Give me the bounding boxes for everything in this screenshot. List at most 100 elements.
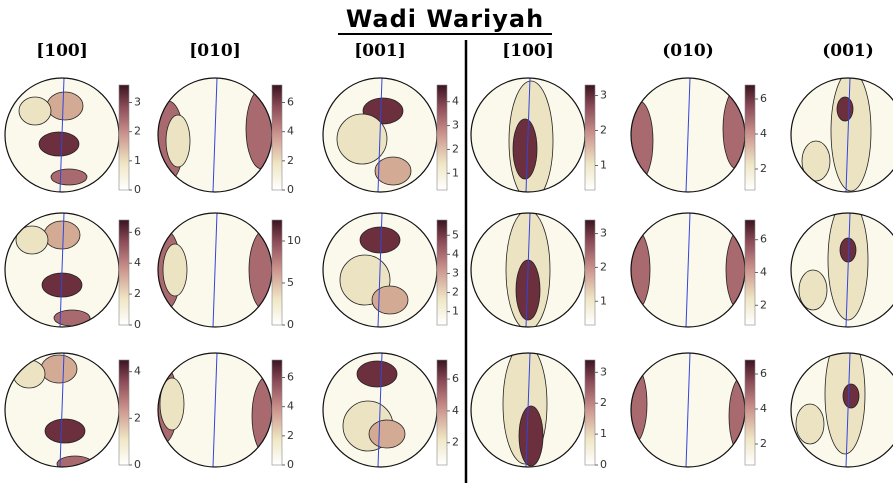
reference-line <box>377 353 383 467</box>
column-header: [100] <box>36 41 88 61</box>
contour <box>801 140 831 182</box>
pole-figure-outline <box>790 212 893 328</box>
colorbar <box>436 84 448 191</box>
reference-line <box>59 353 65 467</box>
contour <box>40 354 78 384</box>
colorbar-tick-label: 2 <box>600 396 607 409</box>
contour <box>18 96 52 126</box>
contour <box>374 156 412 186</box>
colorbar-tick-label: 6 <box>287 371 294 384</box>
colorbar-tick-label: 2 <box>452 286 459 299</box>
colorbar-tick-label: 4 <box>287 400 294 413</box>
colorbar-tick-label: 2 <box>600 124 607 137</box>
colorbar-tick-label: 4 <box>134 256 141 269</box>
colorbar <box>118 219 130 326</box>
colorbar <box>584 84 596 191</box>
colorbar <box>744 219 756 326</box>
colorbar <box>271 359 283 466</box>
reference-line <box>59 78 65 192</box>
colorbar-tick-label: 6 <box>760 92 767 105</box>
reference-line <box>59 213 65 327</box>
contour <box>631 229 651 311</box>
colorbar-tick-label: 5 <box>452 228 459 241</box>
colorbar-tick-label: 6 <box>287 96 294 109</box>
colorbar-tick-label: 3 <box>600 365 607 378</box>
colorbar-tick-label: 2 <box>600 260 607 273</box>
reference-line <box>525 213 531 327</box>
colorbar-tick-label: 3 <box>600 227 607 240</box>
colorbar-tick-label: 3 <box>452 266 459 279</box>
column-header: [100] <box>502 41 554 61</box>
pole-figure <box>158 213 272 327</box>
colorbar-tick-label: 0 <box>134 318 141 331</box>
contour <box>15 225 49 255</box>
contour <box>165 114 191 168</box>
contour <box>46 91 84 121</box>
colorbar <box>436 219 448 326</box>
contour <box>512 118 538 180</box>
pole-figure <box>791 213 893 327</box>
column-header: [010] <box>189 41 241 61</box>
pole-figure <box>5 78 119 192</box>
colorbar-tick-label: 4 <box>134 365 141 378</box>
contour <box>359 226 401 254</box>
colorbar-tick-label: 2 <box>134 411 141 424</box>
column-header: (001) <box>822 41 874 61</box>
contour <box>356 360 398 388</box>
colorbar-tick-label: 4 <box>452 95 459 108</box>
colorbar-tick-label: 0 <box>287 183 294 196</box>
colorbar <box>584 359 596 466</box>
colorbar-tick-label: 2 <box>287 429 294 442</box>
reference-line <box>377 78 383 192</box>
reference-line <box>377 213 383 327</box>
colorbar-tick-label: 4 <box>452 247 459 260</box>
pole-figure-outline <box>790 77 893 193</box>
colorbar-tick-label: 1 <box>600 159 607 172</box>
colorbar <box>118 359 130 466</box>
contour <box>38 131 80 157</box>
reference-line <box>845 78 851 192</box>
contour <box>56 455 94 467</box>
colorbar-tick-label: 6 <box>760 367 767 380</box>
colorbar-tick-label: 2 <box>134 287 141 300</box>
reference-line <box>685 353 691 467</box>
reference-line <box>525 353 531 467</box>
colorbar <box>118 84 130 191</box>
pole-figure <box>5 353 119 467</box>
pole-figure <box>631 213 745 327</box>
pole-figure <box>791 78 893 192</box>
contour <box>53 309 91 327</box>
colorbar-tick-label: 10 <box>287 234 301 247</box>
colorbar-tick-label: 6 <box>134 225 141 238</box>
colorbar-tick-label: 0 <box>134 183 141 196</box>
pole-figure <box>5 213 119 327</box>
colorbar <box>744 84 756 191</box>
pole-figure <box>158 353 272 467</box>
contour <box>336 113 388 165</box>
colorbar-tick-label: 0 <box>600 458 607 471</box>
colorbar-tick-label: 2 <box>452 436 459 449</box>
colorbar-tick-label: 6 <box>452 372 459 385</box>
contour <box>836 96 854 122</box>
colorbar-tick-label: 3 <box>452 119 459 132</box>
colorbar <box>744 359 756 466</box>
contour <box>368 419 406 449</box>
colorbar <box>271 219 283 326</box>
reference-line <box>212 353 218 467</box>
reference-line <box>525 78 531 192</box>
colorbar-tick-label: 2 <box>287 154 294 167</box>
colorbar-tick-label: 6 <box>760 233 767 246</box>
contour <box>159 377 185 431</box>
pole-figure <box>631 353 745 467</box>
colorbar-tick-label: 2 <box>760 162 767 175</box>
colorbar <box>584 219 596 326</box>
colorbar-tick-label: 4 <box>287 125 294 138</box>
reference-line <box>845 213 851 327</box>
contour <box>795 403 825 445</box>
colorbar-tick-label: 3 <box>600 89 607 102</box>
contour <box>371 285 409 315</box>
colorbar-tick-label: 0 <box>134 458 141 471</box>
colorbar-tick-label: 0 <box>287 318 294 331</box>
contour <box>50 168 88 186</box>
colorbar-tick-label: 4 <box>760 266 767 279</box>
